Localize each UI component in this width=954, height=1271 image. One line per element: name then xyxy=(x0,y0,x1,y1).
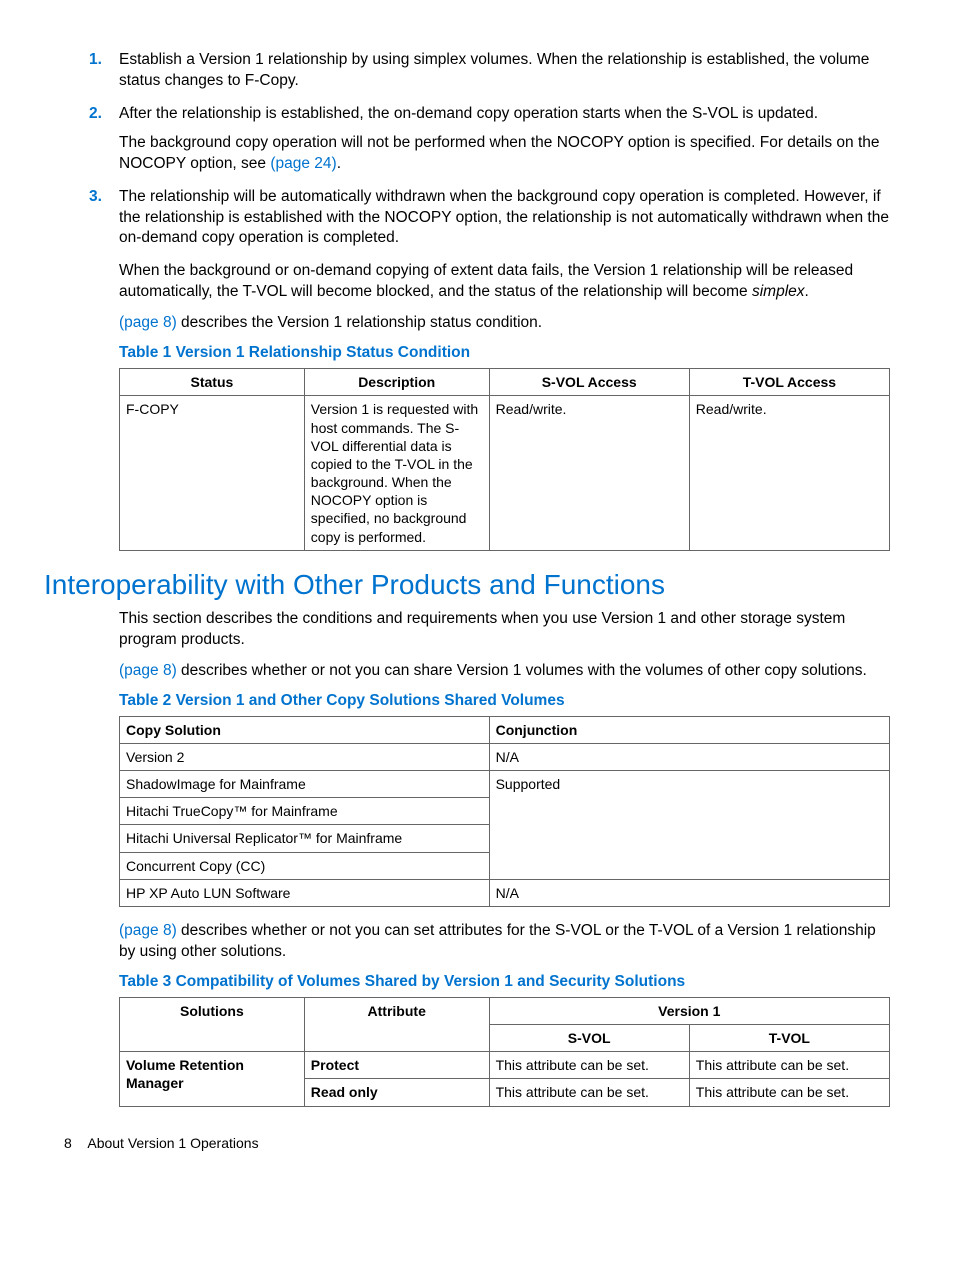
cell: N/A xyxy=(489,879,889,906)
page-footer: 8 About Version 1 Operations xyxy=(64,1135,890,1151)
cell: This attribute can be set. xyxy=(689,1052,889,1079)
paragraph: (page 8) describes the Version 1 relatio… xyxy=(64,313,890,334)
cell: Read/write. xyxy=(489,396,689,551)
column-header: T-VOL xyxy=(689,1024,889,1051)
cell: F-COPY xyxy=(120,396,305,551)
cell: This attribute can be set. xyxy=(489,1079,689,1106)
cell: Hitachi Universal Replicator™ for Mainfr… xyxy=(120,825,490,852)
list-extra: The background copy operation will not b… xyxy=(119,133,890,175)
cell: ShadowImage for Mainframe xyxy=(120,770,490,797)
column-header: Version 1 xyxy=(489,997,889,1024)
page-link[interactable]: (page 8) xyxy=(119,662,177,679)
list-item: 1. Establish a Version 1 relationship by… xyxy=(119,50,890,92)
cell: Protect xyxy=(304,1052,489,1079)
page-number: 8 xyxy=(64,1135,72,1151)
list-text: After the relationship is established, t… xyxy=(119,104,890,125)
list-text: The relationship will be automatically w… xyxy=(119,187,890,250)
cell: This attribute can be set. xyxy=(489,1052,689,1079)
column-header: S-VOL Access xyxy=(489,369,689,396)
table-header-row: Copy Solution Conjunction xyxy=(120,716,890,743)
cell: Concurrent Copy (CC) xyxy=(120,852,490,879)
column-header: S-VOL xyxy=(489,1024,689,1051)
list-item: 2. After the relationship is established… xyxy=(119,104,890,175)
table-header-row: Status Description S-VOL Access T-VOL Ac… xyxy=(120,369,890,396)
page-link[interactable]: (page 8) xyxy=(119,922,177,939)
cell: Version 1 is requested with host command… xyxy=(304,396,489,551)
table-caption: Table 3 Compatibility of Volumes Shared … xyxy=(64,973,890,991)
column-header: Copy Solution xyxy=(120,716,490,743)
list-number: 2. xyxy=(89,104,102,125)
column-header: Attribute xyxy=(304,997,489,1051)
cell: Hitachi TrueCopy™ for Mainframe xyxy=(120,798,490,825)
cell: Volume Retention Manager xyxy=(120,1052,305,1106)
section-heading: Interoperability with Other Products and… xyxy=(44,569,890,601)
procedure-list: 1. Establish a Version 1 relationship by… xyxy=(64,50,890,249)
cell: Supported xyxy=(489,770,889,879)
column-header: Conjunction xyxy=(489,716,889,743)
paragraph: This section describes the conditions an… xyxy=(64,609,890,651)
cell: N/A xyxy=(489,743,889,770)
cell: Version 2 xyxy=(120,743,490,770)
table-1: Status Description S-VOL Access T-VOL Ac… xyxy=(119,368,890,551)
table-row: Volume Retention Manager Protect This at… xyxy=(120,1052,890,1079)
table-header-row: Solutions Attribute Version 1 xyxy=(120,997,890,1024)
list-number: 1. xyxy=(89,50,102,71)
table-3: Solutions Attribute Version 1 S-VOL T-VO… xyxy=(119,997,890,1107)
column-header: Description xyxy=(304,369,489,396)
cell: Read only xyxy=(304,1079,489,1106)
table-row: ShadowImage for Mainframe Supported xyxy=(120,770,890,797)
paragraph: (page 8) describes whether or not you ca… xyxy=(64,921,890,963)
footer-title: About Version 1 Operations xyxy=(87,1135,258,1151)
cell: This attribute can be set. xyxy=(689,1079,889,1106)
list-text: Establish a Version 1 relationship by us… xyxy=(119,50,890,92)
paragraph: (page 8) describes whether or not you ca… xyxy=(64,661,890,682)
table-row: Version 2 N/A xyxy=(120,743,890,770)
table-row: F-COPY Version 1 is requested with host … xyxy=(120,396,890,551)
list-item: 3. The relationship will be automaticall… xyxy=(119,187,890,250)
list-number: 3. xyxy=(89,187,102,208)
column-header: T-VOL Access xyxy=(689,369,889,396)
cell: HP XP Auto LUN Software xyxy=(120,879,490,906)
table-row: HP XP Auto LUN Software N/A xyxy=(120,879,890,906)
paragraph: When the background or on-demand copying… xyxy=(64,261,890,303)
table-2: Copy Solution Conjunction Version 2 N/A … xyxy=(119,716,890,907)
page-link[interactable]: (page 8) xyxy=(119,314,177,331)
column-header: Status xyxy=(120,369,305,396)
page-link[interactable]: (page 24) xyxy=(270,155,336,172)
table-caption: Table 2 Version 1 and Other Copy Solutio… xyxy=(64,692,890,710)
cell: Read/write. xyxy=(689,396,889,551)
page-content: 1. Establish a Version 1 relationship by… xyxy=(0,0,954,1191)
column-header: Solutions xyxy=(120,997,305,1051)
table-caption: Table 1 Version 1 Relationship Status Co… xyxy=(64,344,890,362)
